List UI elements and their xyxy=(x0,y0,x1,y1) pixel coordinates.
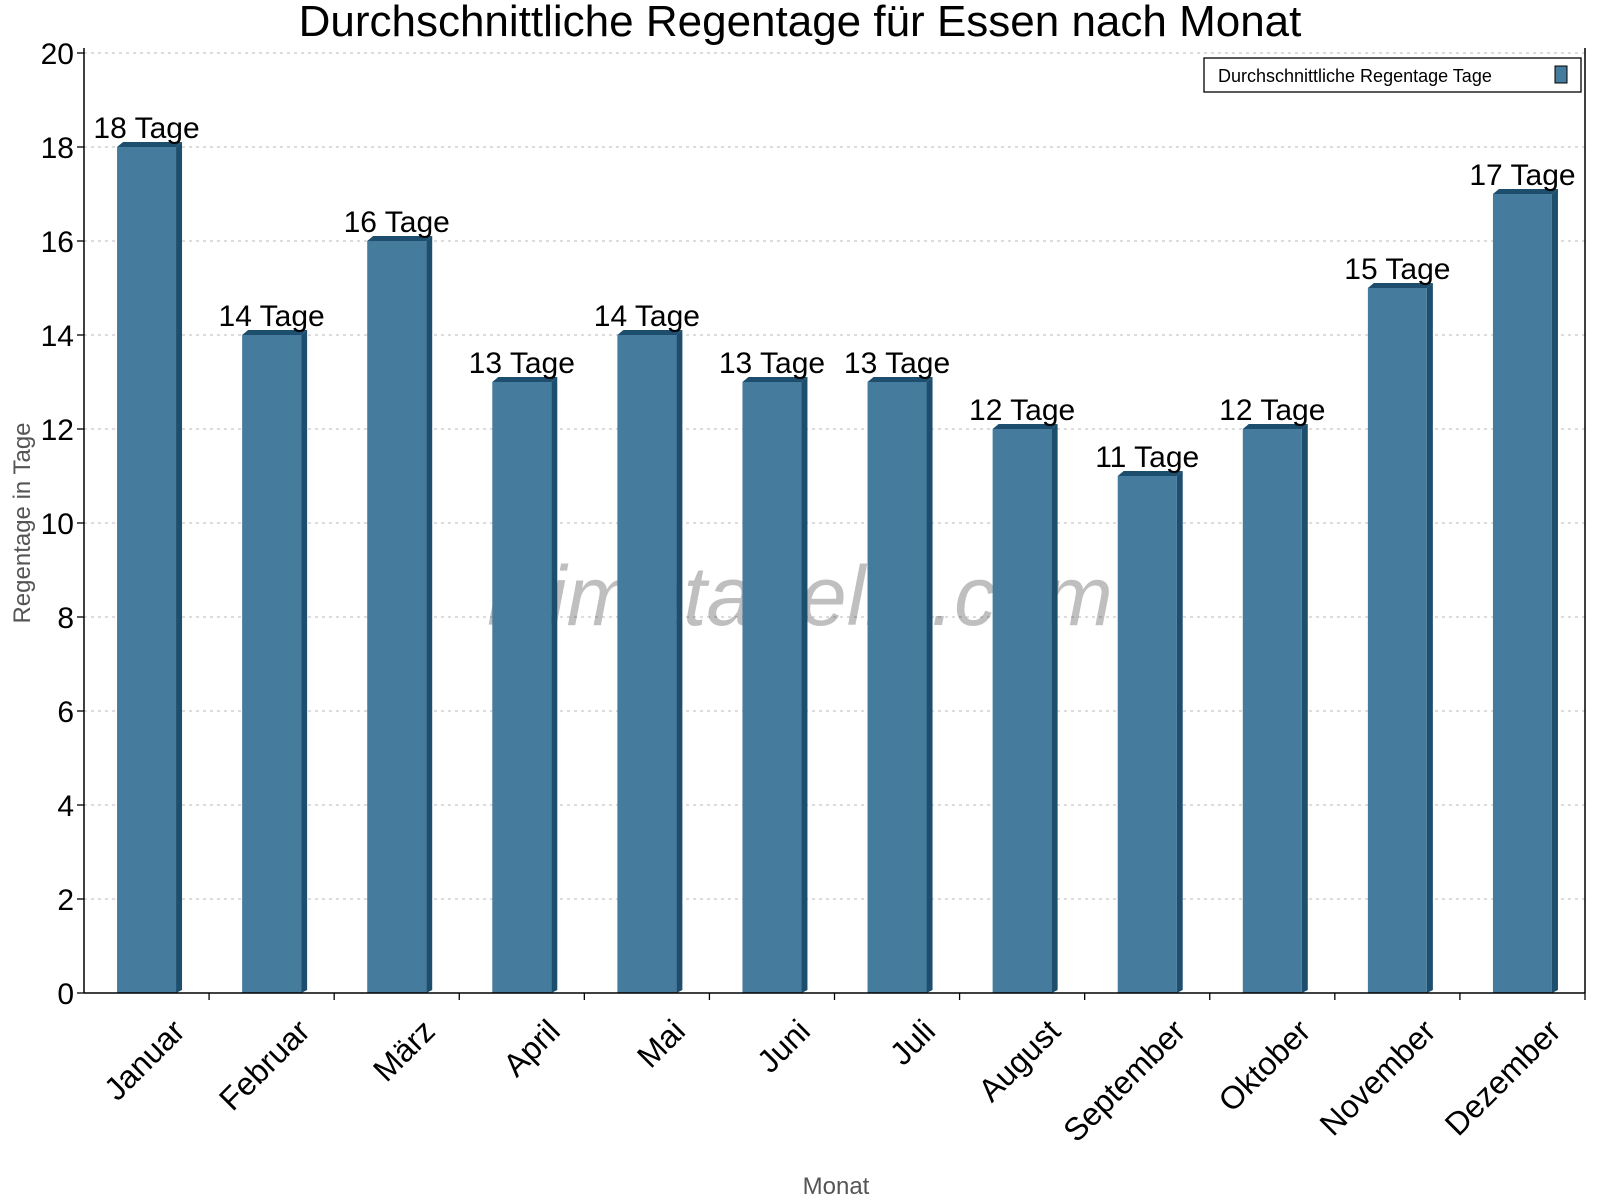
bar-side xyxy=(1426,283,1433,993)
x-tick-label: April xyxy=(496,1013,567,1084)
bar-side xyxy=(1176,471,1183,993)
bar-side xyxy=(301,330,308,993)
axes xyxy=(77,48,1586,1000)
y-tick-labels: 0 2 4 6 8 10 12 14 16 18 20 xyxy=(41,38,74,1011)
bar xyxy=(617,335,677,993)
x-tick-labels: Januar Februar März April Mai Juni Juli AugustS… xyxy=(97,1012,1568,1148)
bar-value-label: 16 Tage xyxy=(344,206,450,239)
bars: 18 Tage 14 Tage 16 Tage 13 Tage 14 Tage 13 Ta… xyxy=(93,112,1576,993)
bar-side xyxy=(1051,424,1058,993)
chart-title: Durchschnittliche Regentage für Essen na… xyxy=(299,0,1302,46)
bar-top xyxy=(1492,189,1558,194)
y-tick-label: 0 xyxy=(57,978,74,1011)
bar xyxy=(1367,288,1427,993)
bar xyxy=(242,335,302,993)
y-tick-label: 12 xyxy=(41,414,74,447)
bar-top xyxy=(1242,424,1308,429)
bar-side xyxy=(176,142,183,993)
bar-top xyxy=(1117,471,1183,476)
x-axis-label: Monat xyxy=(803,1173,870,1200)
y-tick-label: 10 xyxy=(41,508,74,541)
legend-box xyxy=(1203,57,1582,93)
bar xyxy=(1117,476,1177,993)
bar-top xyxy=(1367,283,1433,288)
bar-top xyxy=(617,330,683,335)
bar-value-label: 18 Tage xyxy=(93,112,199,145)
bar xyxy=(742,382,802,993)
bar-group: 16 Tage xyxy=(344,206,450,993)
bar-side xyxy=(1301,424,1308,993)
bar xyxy=(117,147,177,993)
x-tick-label: März xyxy=(366,1013,442,1089)
bar-side xyxy=(426,236,433,993)
bar-value-label: 11 Tage xyxy=(1095,441,1199,474)
x-tick-label: August xyxy=(971,1013,1067,1109)
bar-side xyxy=(926,377,933,993)
bar-value-label: 14 Tage xyxy=(594,300,700,333)
legend-swatch xyxy=(1554,65,1568,84)
x-tick-label: September xyxy=(1056,1012,1192,1148)
y-tick-label: 18 xyxy=(41,132,74,165)
bar-value-label: 12 Tage xyxy=(969,394,1075,427)
bar-group: 17 Tage xyxy=(1469,159,1576,993)
y-tick-label: 4 xyxy=(57,790,74,823)
bar-value-label: 13 Tage xyxy=(844,347,950,380)
x-tick-label: Februar xyxy=(212,1012,317,1117)
bar-value-label: 13 Tage xyxy=(469,347,575,380)
bar-group: 11 Tage xyxy=(1095,441,1199,993)
bar xyxy=(367,241,427,993)
bar-group: 14 Tage xyxy=(594,300,700,993)
x-tick-label: Juli xyxy=(883,1013,942,1072)
x-tick-label: Mai xyxy=(630,1013,692,1075)
bar-side xyxy=(1551,189,1558,993)
bar-top xyxy=(992,424,1058,429)
bar xyxy=(1492,194,1552,993)
bar-top xyxy=(117,142,183,147)
bar xyxy=(992,429,1052,993)
y-tick-label: 6 xyxy=(57,696,74,729)
bar-value-label: 17 Tage xyxy=(1469,159,1575,192)
bar-group: 13 Tage xyxy=(719,347,825,993)
y-axis-label: Regentage in Tage xyxy=(9,422,36,623)
grid-lines xyxy=(84,52,1585,900)
y-tick-label: 20 xyxy=(41,38,74,71)
bar-side xyxy=(801,377,808,993)
legend: Durchschnittliche Regentage Tage xyxy=(1203,57,1582,93)
bar-top xyxy=(742,377,808,382)
bar-top xyxy=(242,330,308,335)
y-tick-label: 8 xyxy=(57,602,74,635)
bar-value-label: 14 Tage xyxy=(219,300,325,333)
x-tick-label: Oktober xyxy=(1211,1012,1317,1118)
bar-value-label: 15 Tage xyxy=(1344,253,1450,286)
bar-side xyxy=(676,330,683,993)
bar xyxy=(492,382,552,993)
bar-top xyxy=(867,377,933,382)
bar-group: 12 Tage xyxy=(1219,394,1325,993)
y-tick-label: 14 xyxy=(41,320,74,353)
bar xyxy=(1242,429,1302,993)
bar-group: 18 Tage xyxy=(93,112,200,993)
x-tick-label: Dezember xyxy=(1438,1012,1568,1142)
bar-value-label: 12 Tage xyxy=(1219,394,1325,427)
bar-top xyxy=(367,236,433,241)
bar-group: 14 Tage xyxy=(219,300,325,993)
y-tick-label: 16 xyxy=(41,226,74,259)
bar-group: 12 Tage xyxy=(969,394,1075,993)
bar-group: 15 Tage xyxy=(1344,253,1450,993)
x-tick-label: Januar xyxy=(97,1012,192,1107)
bar-top xyxy=(492,377,558,382)
bar-value-label: 13 Tage xyxy=(719,347,825,380)
y-tick-label: 2 xyxy=(57,884,74,917)
legend-label: Durchschnittliche Regentage Tage xyxy=(1218,66,1492,86)
x-tick-label: Juni xyxy=(750,1013,817,1080)
bar xyxy=(867,382,927,993)
bar-group: 13 Tage xyxy=(844,347,950,993)
x-tick-label: November xyxy=(1313,1012,1443,1142)
bar-group: 13 Tage xyxy=(469,347,575,993)
bar-side xyxy=(551,377,558,993)
